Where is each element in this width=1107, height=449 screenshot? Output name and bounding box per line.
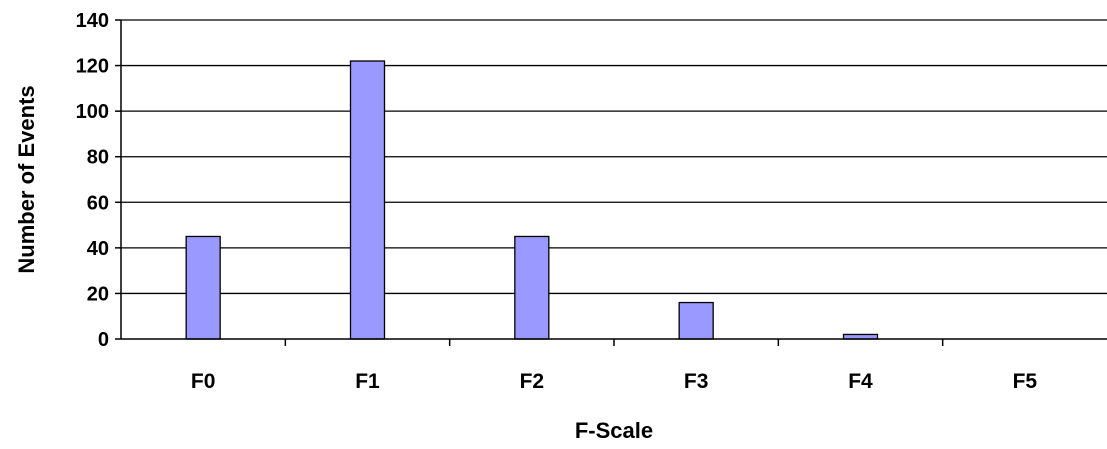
x-tick-label: F2 — [520, 370, 545, 393]
x-tick-label: F0 — [191, 370, 216, 393]
x-tick-labels: F0 F1 F2 F3 F4 F5 — [191, 370, 1037, 393]
axes — [115, 19, 1107, 346]
bar-f2 — [514, 235, 550, 340]
y-tick-label: 0 — [98, 329, 109, 351]
gridlines — [121, 19, 1107, 295]
bar-f3 — [678, 301, 714, 340]
y-tick-label: 20 — [87, 283, 109, 305]
x-tick-label: F1 — [355, 370, 380, 393]
bar-f0 — [185, 235, 221, 340]
x-tick-label: F4 — [848, 370, 873, 393]
y-tick-label: 120 — [76, 56, 109, 78]
y-tick-label: 60 — [87, 192, 109, 214]
x-axis-title: F-Scale — [575, 418, 653, 443]
y-tick-label: 80 — [87, 147, 109, 169]
y-axis-title: Number of Events — [14, 85, 39, 273]
bar-f1 — [349, 60, 386, 340]
y-tick-labels: 0 20 40 60 80 100 120 140 — [76, 10, 109, 351]
bars — [185, 60, 879, 340]
y-tick-label: 100 — [76, 101, 109, 123]
y-tick-label: 40 — [87, 238, 109, 260]
x-tick-label: F5 — [1013, 370, 1038, 393]
x-tick-label: F3 — [684, 370, 709, 393]
y-tick-label: 140 — [76, 10, 109, 32]
